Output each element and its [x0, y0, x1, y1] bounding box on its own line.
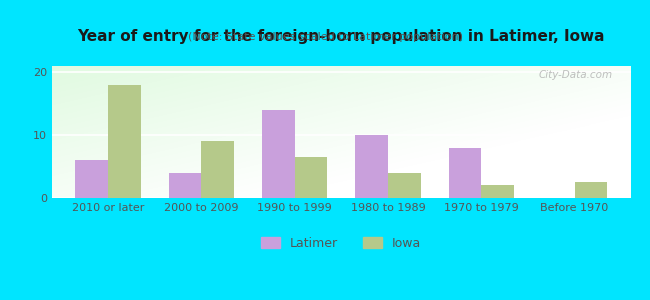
Text: (Note: State values scaled to Latimer population): (Note: State values scaled to Latimer po… [187, 32, 463, 41]
Bar [481, 185, 514, 198]
Text: City-Data.com: City-Data.com [539, 70, 613, 80]
Bar [202, 141, 234, 198]
Bar [448, 148, 481, 198]
Title: Year of entry for the foreign-born population in Latimer, Iowa: Year of entry for the foreign-born popul… [77, 29, 605, 44]
Bar [75, 160, 108, 198]
Bar [108, 85, 140, 198]
Bar [294, 157, 327, 198]
Legend: Latimer, Iowa: Latimer, Iowa [256, 232, 426, 255]
Bar [262, 110, 294, 198]
Bar [388, 173, 421, 198]
Bar [168, 173, 202, 198]
Bar [575, 182, 607, 198]
Bar [356, 135, 388, 198]
